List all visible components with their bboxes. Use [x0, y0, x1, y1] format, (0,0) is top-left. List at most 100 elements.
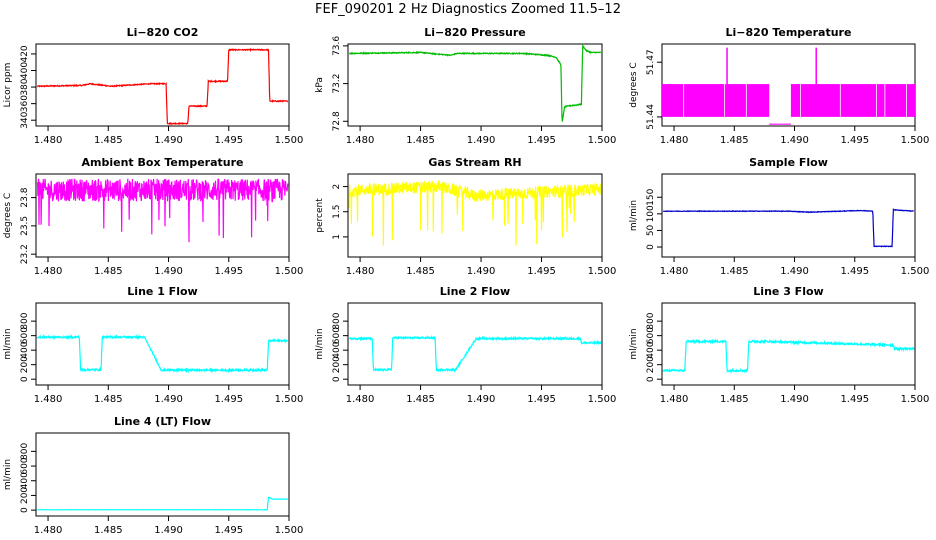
- x-tick-label: 1.490: [154, 525, 183, 536]
- plot-frame: [661, 302, 916, 386]
- chart-title: Sample Flow: [749, 156, 828, 169]
- x-tick-label: 1.500: [275, 394, 304, 405]
- y-axis-label: ml/min: [315, 328, 325, 359]
- x-tick-label: 1.485: [94, 394, 123, 405]
- x-tick-label: 1.500: [588, 135, 617, 146]
- x-tick-label: 1.485: [94, 525, 123, 536]
- x-tick-label: 1.480: [34, 525, 63, 536]
- x-tick-label: 1.480: [660, 394, 689, 405]
- y-tick-label: 72.8: [332, 111, 342, 131]
- x-tick-label: 1.490: [467, 135, 496, 146]
- plot-frame: [35, 432, 290, 517]
- y-tick-label: 50: [646, 224, 656, 236]
- chart-panel-8: Line 2 Flow ml/min 1.480 1.485 1.490 1.495 1.5…: [315, 285, 616, 405]
- x-tick-label: 1.490: [154, 266, 183, 277]
- series-band: [790, 84, 915, 117]
- x-tick-label: 1.495: [214, 135, 243, 146]
- x-tick-label: 1.495: [527, 135, 556, 146]
- x-tick-label: 1.500: [588, 394, 617, 405]
- x-tick-label: 1.490: [780, 394, 809, 405]
- chart-panel-9: Line 3 Flow ml/min 1.480 1.485 1.490 1.495 1.5…: [629, 285, 929, 405]
- x-tick-label: 1.485: [720, 266, 749, 277]
- y-tick-label: 200: [646, 356, 656, 373]
- series-line: [36, 178, 289, 243]
- y-tick-label: 73.2: [332, 74, 342, 94]
- x-tick-label: 1.485: [720, 135, 749, 146]
- x-tick-label: 1.495: [840, 266, 869, 277]
- series-line: [36, 47, 288, 126]
- y-tick-label: 200: [20, 487, 30, 504]
- x-tick-label: 1.485: [94, 266, 123, 277]
- y-tick-label: 1.5: [332, 205, 342, 219]
- x-tick-label: 1.495: [527, 266, 556, 277]
- y-tick-label: 800: [20, 443, 30, 460]
- chart-panel-3: Li−820 Temperature degrees C 1.480 1.485 1.4…: [629, 26, 929, 146]
- x-tick-label: 1.500: [275, 525, 304, 536]
- x-tick-label: 1.500: [901, 266, 930, 277]
- x-tick-label: 1.480: [34, 394, 63, 405]
- y-tick-label: 400: [20, 341, 30, 358]
- x-tick-label: 1.480: [346, 135, 375, 146]
- y-tick-label: 0: [646, 244, 656, 250]
- y-tick-label: 100: [646, 205, 656, 222]
- y-tick-label: 150: [646, 188, 656, 205]
- y-tick-label: 73.6: [332, 36, 342, 56]
- chart-title: Li−820 CO2: [127, 26, 199, 39]
- x-tick-label: 1.490: [154, 135, 183, 146]
- x-tick-label: 1.495: [840, 394, 869, 405]
- x-tick-label: 1.480: [660, 266, 689, 277]
- y-tick-label: 340: [20, 111, 30, 128]
- plot-frame: [347, 173, 603, 258]
- series-line: [348, 334, 602, 373]
- series-line: [36, 334, 288, 374]
- series-line: [662, 207, 914, 248]
- y-tick-label: 600: [20, 327, 30, 344]
- chart-title: Ambient Box Temperature: [82, 156, 244, 169]
- x-tick-label: 1.485: [406, 135, 435, 146]
- y-axis-label: percent: [315, 198, 325, 233]
- y-tick-label: 23.8: [20, 187, 30, 207]
- y-tick-label: 23.5: [20, 216, 30, 236]
- y-tick-label: 51.44: [646, 104, 656, 130]
- series-line: [348, 180, 602, 246]
- y-tick-label: 600: [332, 327, 342, 344]
- x-tick-label: 1.495: [214, 266, 243, 277]
- x-tick-label: 1.490: [154, 394, 183, 405]
- chart-panel-10: Line 4 (LT) Flow ml/min 1.480 1.485 1.490 1.4…: [3, 415, 303, 536]
- page-title: FEF_090201 2 Hz Diagnostics Zoomed 11.5–…: [315, 2, 621, 17]
- y-tick-label: 400: [20, 62, 30, 79]
- chart-panel-2: Li−820 Pressure kPa 1.480 1.485 1.490 1.495 1.…: [315, 26, 616, 146]
- series-line: [349, 43, 602, 122]
- series-band: [662, 84, 770, 117]
- y-axis-label: ml/min: [629, 200, 639, 231]
- x-tick-label: 1.500: [901, 394, 930, 405]
- x-tick-label: 1.485: [720, 394, 749, 405]
- x-tick-label: 1.485: [94, 135, 123, 146]
- x-tick-label: 1.495: [527, 394, 556, 405]
- y-tick-label: 23.2: [20, 244, 30, 264]
- y-tick-label: 400: [332, 341, 342, 358]
- y-axis-label: ml/min: [3, 459, 13, 490]
- y-tick-label: 800: [20, 312, 30, 329]
- y-axis-label: degrees C: [629, 62, 639, 107]
- x-tick-label: 1.485: [406, 394, 435, 405]
- y-tick-label: 400: [20, 472, 30, 489]
- x-tick-label: 1.490: [467, 266, 496, 277]
- x-tick-label: 1.490: [780, 135, 809, 146]
- chart-panel-6: Sample Flow ml/min 1.480 1.485 1.490 1.495 1.5…: [629, 156, 929, 277]
- plot-frame: [347, 302, 603, 386]
- y-tick-label: 400: [646, 341, 656, 358]
- plot-frame: [661, 173, 916, 258]
- chart-title: Gas Stream RH: [428, 156, 521, 169]
- chart-panel-1: Li−820 CO2 Licor ppm 1.480 1.485 1.490 1.495 1…: [3, 26, 303, 146]
- chart-panel-4: Ambient Box Temperature degrees C 1.480 1.4…: [3, 156, 303, 277]
- series-line: [37, 496, 289, 511]
- y-tick-label: 0: [20, 507, 30, 513]
- chart-panel-7: Line 1 Flow ml/min 1.480 1.485 1.490 1.495 1.5…: [3, 285, 303, 405]
- chart-title: Li−820 Temperature: [726, 26, 852, 39]
- x-tick-label: 1.480: [34, 135, 63, 146]
- y-tick-label: 200: [332, 356, 342, 373]
- x-tick-label: 1.495: [214, 525, 243, 536]
- y-tick-label: 420: [20, 45, 30, 62]
